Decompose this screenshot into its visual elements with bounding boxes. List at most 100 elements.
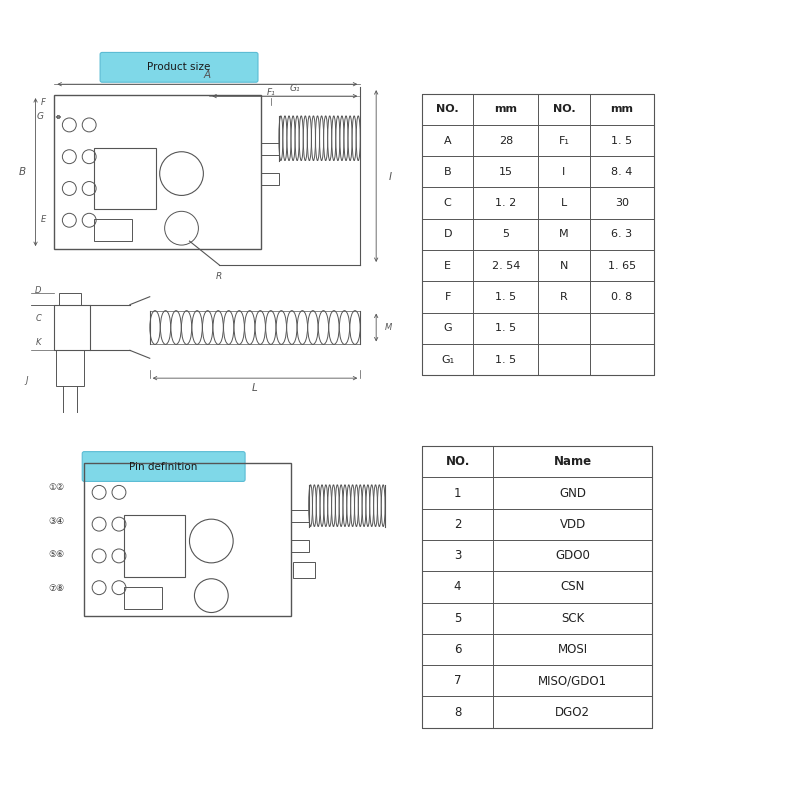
Bar bbox=[94, 219, 132, 241]
Text: B: B bbox=[444, 167, 451, 177]
Text: 1: 1 bbox=[454, 486, 462, 499]
Bar bbox=[57, 350, 84, 386]
Ellipse shape bbox=[308, 310, 318, 344]
Text: NO.: NO. bbox=[446, 455, 470, 468]
Ellipse shape bbox=[298, 310, 307, 344]
Text: MISO/GDO1: MISO/GDO1 bbox=[538, 674, 607, 687]
Ellipse shape bbox=[328, 485, 331, 526]
Text: Product size: Product size bbox=[147, 62, 210, 72]
Ellipse shape bbox=[350, 485, 354, 526]
Text: 30: 30 bbox=[615, 198, 629, 208]
Ellipse shape bbox=[255, 310, 266, 344]
Text: B: B bbox=[19, 167, 26, 177]
Text: D: D bbox=[35, 286, 42, 295]
Text: C: C bbox=[444, 198, 451, 208]
Text: NO.: NO. bbox=[553, 104, 575, 114]
Text: ⑦⑧: ⑦⑧ bbox=[48, 584, 65, 593]
Text: L: L bbox=[252, 383, 258, 393]
Ellipse shape bbox=[287, 116, 291, 161]
Text: I: I bbox=[389, 171, 391, 182]
Ellipse shape bbox=[332, 485, 335, 526]
Ellipse shape bbox=[350, 310, 360, 344]
Text: 7: 7 bbox=[454, 674, 462, 687]
Ellipse shape bbox=[316, 485, 320, 526]
Ellipse shape bbox=[315, 116, 319, 161]
Ellipse shape bbox=[343, 485, 347, 526]
Text: GND: GND bbox=[559, 486, 586, 499]
Text: mm: mm bbox=[610, 104, 634, 114]
Ellipse shape bbox=[344, 116, 348, 161]
Text: G: G bbox=[443, 323, 452, 334]
Text: 4: 4 bbox=[454, 581, 462, 594]
Text: Pin definition: Pin definition bbox=[130, 462, 198, 471]
Text: R: R bbox=[560, 292, 568, 302]
Bar bbox=[290, 540, 309, 552]
Text: J: J bbox=[26, 376, 28, 385]
Text: 1. 5: 1. 5 bbox=[495, 292, 516, 302]
Text: GDO0: GDO0 bbox=[555, 549, 590, 562]
Text: SCK: SCK bbox=[561, 612, 585, 625]
Ellipse shape bbox=[234, 310, 244, 344]
Text: C: C bbox=[35, 314, 42, 323]
Ellipse shape bbox=[370, 485, 374, 526]
Bar bbox=[54, 95, 261, 249]
Ellipse shape bbox=[318, 310, 329, 344]
Ellipse shape bbox=[311, 116, 315, 161]
Text: G₁: G₁ bbox=[290, 84, 300, 93]
Ellipse shape bbox=[213, 310, 223, 344]
Bar bbox=[124, 515, 186, 577]
Text: F₁: F₁ bbox=[266, 88, 275, 97]
Ellipse shape bbox=[303, 116, 307, 161]
FancyBboxPatch shape bbox=[82, 452, 245, 482]
Ellipse shape bbox=[332, 116, 336, 161]
Text: 8. 4: 8. 4 bbox=[611, 167, 633, 177]
Ellipse shape bbox=[324, 116, 328, 161]
Ellipse shape bbox=[356, 116, 360, 161]
Ellipse shape bbox=[160, 310, 170, 344]
Ellipse shape bbox=[329, 310, 339, 344]
Ellipse shape bbox=[283, 116, 287, 161]
Text: G₁: G₁ bbox=[441, 354, 454, 365]
Ellipse shape bbox=[328, 116, 332, 161]
Ellipse shape bbox=[339, 310, 350, 344]
Text: MOSI: MOSI bbox=[558, 643, 588, 656]
Text: A: A bbox=[444, 135, 451, 146]
Text: ①②: ①② bbox=[48, 483, 65, 492]
Ellipse shape bbox=[295, 116, 299, 161]
FancyBboxPatch shape bbox=[100, 53, 258, 82]
Ellipse shape bbox=[366, 485, 370, 526]
Text: R: R bbox=[216, 272, 222, 282]
Ellipse shape bbox=[339, 485, 343, 526]
Ellipse shape bbox=[279, 116, 283, 161]
Text: N: N bbox=[560, 261, 568, 270]
Ellipse shape bbox=[335, 485, 339, 526]
Text: ⑤⑥: ⑤⑥ bbox=[48, 550, 65, 559]
Bar bbox=[261, 143, 279, 155]
Text: 2. 54: 2. 54 bbox=[491, 261, 520, 270]
Text: mm: mm bbox=[494, 104, 518, 114]
Text: 1. 5: 1. 5 bbox=[611, 135, 633, 146]
Ellipse shape bbox=[299, 116, 303, 161]
Text: F: F bbox=[41, 98, 46, 106]
Bar bbox=[261, 173, 279, 185]
Ellipse shape bbox=[382, 485, 385, 526]
Text: I: I bbox=[562, 167, 566, 177]
Text: 5: 5 bbox=[454, 612, 462, 625]
Bar bbox=[84, 462, 290, 617]
Bar bbox=[293, 562, 314, 578]
Ellipse shape bbox=[340, 116, 344, 161]
Bar bbox=[54, 305, 90, 350]
Text: 0. 8: 0. 8 bbox=[611, 292, 633, 302]
Ellipse shape bbox=[245, 310, 255, 344]
Ellipse shape bbox=[348, 116, 352, 161]
Ellipse shape bbox=[362, 485, 366, 526]
Text: NO.: NO. bbox=[436, 104, 459, 114]
Bar bbox=[422, 94, 654, 375]
Text: D: D bbox=[443, 230, 452, 239]
Ellipse shape bbox=[291, 116, 295, 161]
Ellipse shape bbox=[336, 116, 340, 161]
Ellipse shape bbox=[286, 310, 297, 344]
Bar bbox=[59, 293, 82, 305]
Bar bbox=[94, 148, 156, 210]
Text: 2: 2 bbox=[454, 518, 462, 531]
